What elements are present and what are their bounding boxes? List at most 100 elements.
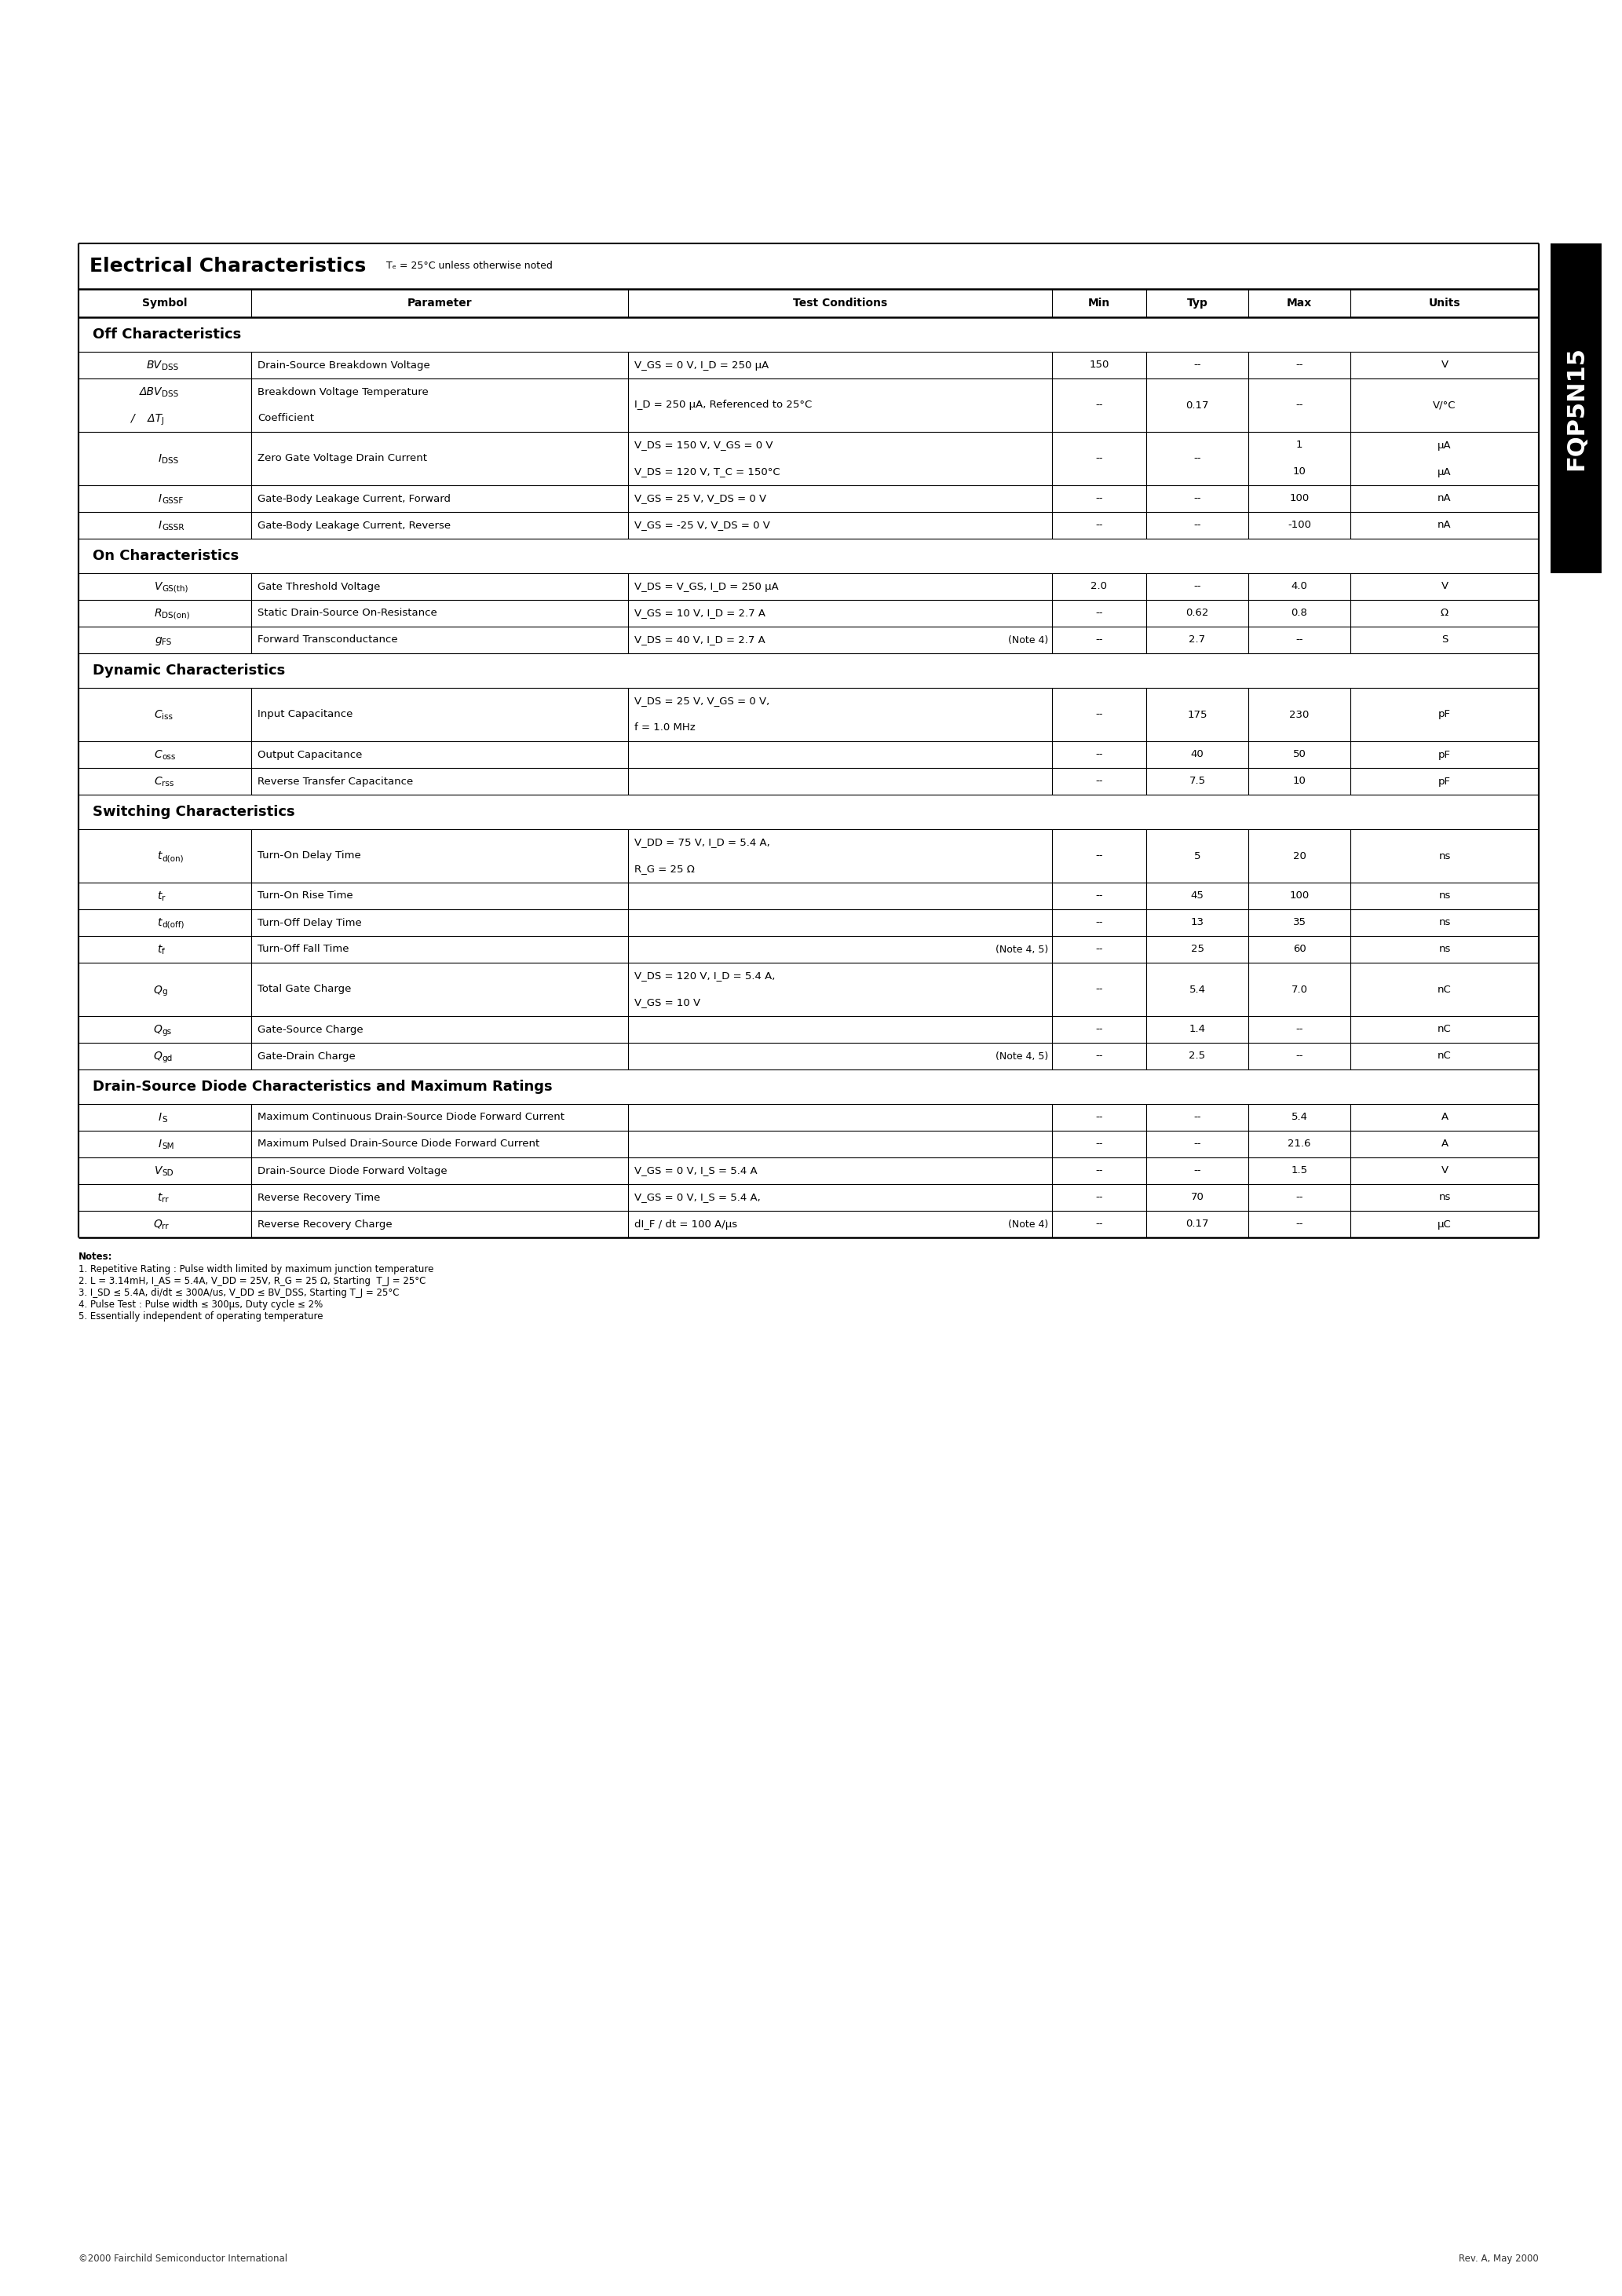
Text: --: -- bbox=[1194, 1166, 1200, 1176]
Text: 35: 35 bbox=[1293, 918, 1306, 928]
Text: V_GS = 10 V, I_D = 2.7 A: V_GS = 10 V, I_D = 2.7 A bbox=[634, 608, 766, 618]
Text: R: R bbox=[154, 608, 162, 618]
Text: Input Capacitance: Input Capacitance bbox=[258, 709, 354, 719]
Text: 7.5: 7.5 bbox=[1189, 776, 1205, 788]
Text: rss: rss bbox=[162, 781, 174, 788]
Text: Reverse Transfer Capacitance: Reverse Transfer Capacitance bbox=[258, 776, 414, 788]
Text: Maximum Pulsed Drain-Source Diode Forward Current: Maximum Pulsed Drain-Source Diode Forwar… bbox=[258, 1139, 540, 1150]
Text: 5: 5 bbox=[1194, 852, 1200, 861]
Text: Output Capacitance: Output Capacitance bbox=[258, 748, 362, 760]
Text: 2. L = 3.14mH, I_AS = 5.4A, V_DD = 25V, R_G = 25 Ω, Starting  T_J = 25°C: 2. L = 3.14mH, I_AS = 5.4A, V_DD = 25V, … bbox=[78, 1277, 427, 1286]
Text: V_GS = 0 V, I_D = 250 μA: V_GS = 0 V, I_D = 250 μA bbox=[634, 360, 769, 370]
Text: f: f bbox=[162, 948, 165, 955]
Text: Symbol: Symbol bbox=[143, 298, 188, 308]
Text: 0.17: 0.17 bbox=[1186, 400, 1208, 411]
Text: Units: Units bbox=[1429, 298, 1460, 308]
Text: t: t bbox=[157, 1192, 162, 1203]
Text: r: r bbox=[162, 895, 165, 902]
Text: Ω: Ω bbox=[1440, 608, 1448, 618]
Text: Reverse Recovery Charge: Reverse Recovery Charge bbox=[258, 1219, 393, 1228]
Text: --: -- bbox=[1095, 1219, 1103, 1228]
Text: I: I bbox=[159, 1111, 162, 1123]
Text: Reverse Recovery Time: Reverse Recovery Time bbox=[258, 1192, 380, 1203]
Text: Q: Q bbox=[152, 1219, 162, 1231]
Text: ©2000 Fairchild Semiconductor International: ©2000 Fairchild Semiconductor Internatio… bbox=[78, 2255, 287, 2264]
Text: --: -- bbox=[1095, 1192, 1103, 1203]
Text: 1: 1 bbox=[1296, 441, 1302, 450]
Text: --: -- bbox=[1095, 636, 1103, 645]
Text: --: -- bbox=[1194, 1111, 1200, 1123]
Text: Typ: Typ bbox=[1187, 298, 1208, 308]
Text: Turn-Off Fall Time: Turn-Off Fall Time bbox=[258, 944, 349, 955]
Text: f = 1.0 MHz: f = 1.0 MHz bbox=[634, 723, 696, 732]
Text: t: t bbox=[157, 916, 162, 928]
Text: Maximum Continuous Drain-Source Diode Forward Current: Maximum Continuous Drain-Source Diode Fo… bbox=[258, 1111, 564, 1123]
Text: --: -- bbox=[1296, 1052, 1302, 1061]
Text: Q: Q bbox=[152, 985, 162, 994]
Text: --: -- bbox=[1296, 360, 1302, 370]
Text: R_G = 25 Ω: R_G = 25 Ω bbox=[634, 863, 694, 875]
Text: nC: nC bbox=[1437, 985, 1452, 994]
Text: V_GS = 0 V, I_S = 5.4 A: V_GS = 0 V, I_S = 5.4 A bbox=[634, 1166, 757, 1176]
Text: 100: 100 bbox=[1289, 494, 1309, 503]
Text: Tₑ = 25°C unless otherwise noted: Tₑ = 25°C unless otherwise noted bbox=[380, 262, 553, 271]
Text: I: I bbox=[159, 1139, 162, 1150]
Text: 230: 230 bbox=[1289, 709, 1309, 719]
Text: pF: pF bbox=[1439, 748, 1450, 760]
Text: --: -- bbox=[1194, 1139, 1200, 1150]
Text: Static Drain-Source On-Resistance: Static Drain-Source On-Resistance bbox=[258, 608, 436, 618]
Text: nA: nA bbox=[1437, 521, 1452, 530]
Text: Min: Min bbox=[1088, 298, 1109, 308]
Text: gs: gs bbox=[162, 1029, 172, 1035]
Text: V/°C: V/°C bbox=[1432, 400, 1457, 411]
Text: V_DS = 120 V, I_D = 5.4 A,: V_DS = 120 V, I_D = 5.4 A, bbox=[634, 971, 775, 980]
Text: --: -- bbox=[1194, 581, 1200, 592]
Text: --: -- bbox=[1095, 985, 1103, 994]
Text: Drain-Source Diode Forward Voltage: Drain-Source Diode Forward Voltage bbox=[258, 1166, 448, 1176]
Text: μA: μA bbox=[1437, 466, 1452, 478]
Text: A: A bbox=[1440, 1139, 1448, 1150]
Bar bbox=[1551, 243, 1601, 574]
Text: g: g bbox=[162, 987, 167, 996]
Text: V: V bbox=[1440, 1166, 1448, 1176]
Text: ns: ns bbox=[1439, 944, 1450, 955]
Text: --: -- bbox=[1095, 521, 1103, 530]
Text: 60: 60 bbox=[1293, 944, 1306, 955]
Text: Turn-Off Delay Time: Turn-Off Delay Time bbox=[258, 918, 362, 928]
Text: Switching Characteristics: Switching Characteristics bbox=[92, 806, 295, 820]
Text: S: S bbox=[162, 1116, 167, 1123]
Text: 175: 175 bbox=[1187, 709, 1207, 719]
Text: Turn-On Delay Time: Turn-On Delay Time bbox=[258, 852, 362, 861]
Text: Zero Gate Voltage Drain Current: Zero Gate Voltage Drain Current bbox=[258, 455, 427, 464]
Text: Gate-Body Leakage Current, Forward: Gate-Body Leakage Current, Forward bbox=[258, 494, 451, 503]
Text: gd: gd bbox=[162, 1054, 172, 1063]
Text: --: -- bbox=[1194, 494, 1200, 503]
Text: g: g bbox=[154, 634, 162, 645]
Text: oss: oss bbox=[162, 753, 175, 760]
Text: V: V bbox=[1440, 360, 1448, 370]
Text: (Note 4, 5): (Note 4, 5) bbox=[996, 1052, 1048, 1061]
Text: d(off): d(off) bbox=[162, 921, 185, 930]
Text: 20: 20 bbox=[1293, 852, 1306, 861]
Text: 1.5: 1.5 bbox=[1291, 1166, 1307, 1176]
Text: Drain-Source Breakdown Voltage: Drain-Source Breakdown Voltage bbox=[258, 360, 430, 370]
Text: Dynamic Characteristics: Dynamic Characteristics bbox=[92, 664, 285, 677]
Text: Q: Q bbox=[152, 1024, 162, 1035]
Text: Gate-Source Charge: Gate-Source Charge bbox=[258, 1024, 363, 1035]
Text: V_GS = -25 V, V_DS = 0 V: V_GS = -25 V, V_DS = 0 V bbox=[634, 521, 770, 530]
Text: V_GS = 0 V, I_S = 5.4 A,: V_GS = 0 V, I_S = 5.4 A, bbox=[634, 1192, 761, 1203]
Text: nA: nA bbox=[1437, 494, 1452, 503]
Text: t: t bbox=[157, 891, 162, 902]
Text: 21.6: 21.6 bbox=[1288, 1139, 1311, 1150]
Text: Gate-Body Leakage Current, Reverse: Gate-Body Leakage Current, Reverse bbox=[258, 521, 451, 530]
Text: C: C bbox=[154, 709, 162, 721]
Text: t: t bbox=[157, 944, 162, 955]
Text: DSS: DSS bbox=[162, 390, 178, 397]
Text: Q: Q bbox=[152, 1052, 162, 1061]
Text: I: I bbox=[159, 494, 162, 505]
Text: GSSF: GSSF bbox=[162, 496, 183, 505]
Text: Rev. A, May 2000: Rev. A, May 2000 bbox=[1458, 2255, 1539, 2264]
Text: --: -- bbox=[1194, 455, 1200, 464]
Text: BV: BV bbox=[148, 360, 162, 370]
Text: V: V bbox=[154, 1166, 162, 1176]
